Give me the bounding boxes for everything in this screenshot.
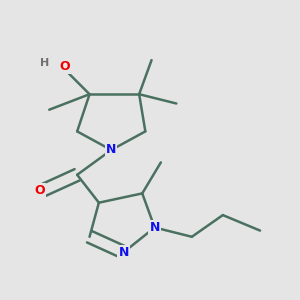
Text: N: N bbox=[149, 221, 160, 234]
Text: O: O bbox=[35, 184, 45, 197]
Text: O: O bbox=[59, 60, 70, 73]
Text: N: N bbox=[106, 143, 116, 157]
Text: N: N bbox=[118, 246, 129, 259]
Text: H: H bbox=[40, 58, 49, 68]
